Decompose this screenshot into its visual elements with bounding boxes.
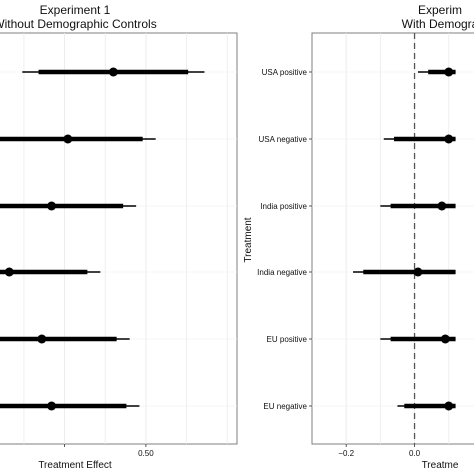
point-estimate — [437, 201, 447, 211]
x-tick-label: 0.50 — [138, 449, 154, 458]
panel-border — [0, 32, 238, 445]
x-tick-label: 0.0 — [409, 449, 421, 458]
panel-border — [311, 32, 474, 445]
point-estimate — [4, 267, 14, 277]
y-axis-label: Treatment — [243, 217, 254, 262]
point-estimate — [108, 67, 118, 77]
panel-subtitle: With Demogra — [402, 17, 474, 31]
point-estimate — [444, 67, 454, 77]
panel-title: Experiment 1 — [40, 3, 111, 17]
category-label: USA negative — [259, 135, 308, 144]
point-estimate — [444, 134, 454, 144]
point-estimate — [444, 401, 454, 411]
category-label: India negative — [257, 268, 307, 277]
point-estimate — [440, 334, 450, 344]
x-axis-label: Treatme — [422, 460, 459, 471]
category-label: EU positive — [267, 335, 308, 344]
panel-subtitle: Without Demographic Controls — [0, 17, 157, 31]
right-panel: USA positive USA negative India positive In… — [243, 3, 474, 471]
point-estimate — [413, 267, 423, 277]
point-estimate — [63, 134, 73, 144]
category-label: India positive — [260, 202, 307, 211]
x-axis-label: Treatment Effect — [38, 460, 112, 471]
point-estimate — [47, 401, 57, 411]
category-label: USA positive — [262, 68, 308, 77]
panel-title: Experim — [418, 3, 462, 17]
category-label: EU negative — [263, 402, 307, 411]
x-tick-label: −0.2 — [338, 449, 354, 458]
point-estimate — [47, 201, 57, 211]
point-estimate — [37, 334, 47, 344]
